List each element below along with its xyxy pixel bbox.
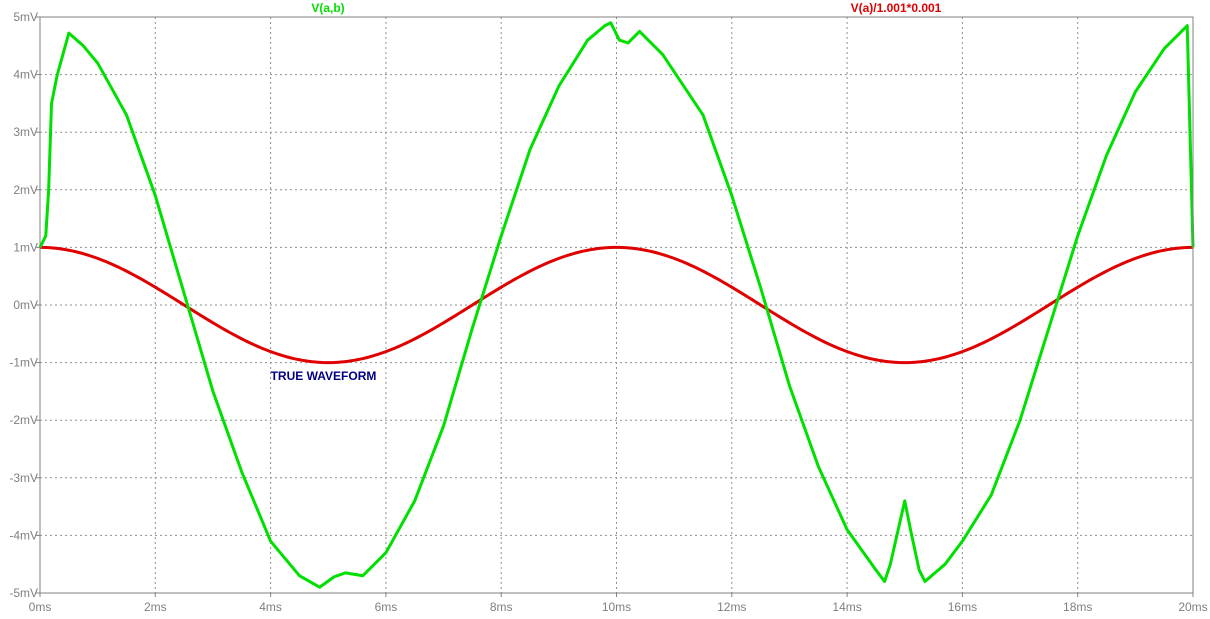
legend-v-a-scaled[interactable]: V(a)/1.001*0.001 xyxy=(851,1,942,15)
x-tick-label: 18ms xyxy=(1063,600,1092,614)
y-tick-label: 3mV xyxy=(13,125,38,139)
y-tick-label: -4mV xyxy=(9,528,38,542)
x-tick-label: 14ms xyxy=(832,600,861,614)
annotation-true-waveform: TRUE WAVEFORM xyxy=(271,369,377,383)
y-tick-label: -3mV xyxy=(9,471,38,485)
y-tick-label: -2mV xyxy=(9,413,38,427)
x-tick-label: 10ms xyxy=(602,600,631,614)
y-tick-label: -1mV xyxy=(9,356,38,370)
legend-v-ab[interactable]: V(a,b) xyxy=(311,1,344,15)
series-v-a-scaled-line xyxy=(39,245,1194,365)
series-layer xyxy=(38,21,1195,589)
x-tick-label: 2ms xyxy=(144,600,167,614)
y-tick-label: 4mV xyxy=(13,68,38,82)
y-tick-label: 2mV xyxy=(13,183,38,197)
y-tick-label: -5mV xyxy=(9,586,38,600)
series-v-ab-line xyxy=(38,21,1195,589)
x-axis-ticks: 0ms 2ms 4ms 6ms 8ms 10ms 12ms 14ms 16ms 18ms 20ms xyxy=(29,593,1208,614)
grid xyxy=(40,17,1193,593)
y-tick-label: 0mV xyxy=(13,298,38,312)
x-tick-label: 12ms xyxy=(717,600,746,614)
y-tick-label: 5mV xyxy=(13,10,38,24)
x-tick-label: 8ms xyxy=(490,600,513,614)
plot-frame xyxy=(39,16,1194,594)
y-axis-ticks: 5mV 4mV 3mV 2mV 1mV 0mV -1mV -2mV -3mV -4mV -5mV xyxy=(9,10,40,600)
x-tick-label: 6ms xyxy=(375,600,398,614)
x-tick-label: 0ms xyxy=(29,600,52,614)
x-tick-label: 4ms xyxy=(259,600,282,614)
x-tick-label: 20ms xyxy=(1178,600,1207,614)
x-tick-label: 16ms xyxy=(948,600,977,614)
y-tick-label: 1mV xyxy=(13,240,38,254)
